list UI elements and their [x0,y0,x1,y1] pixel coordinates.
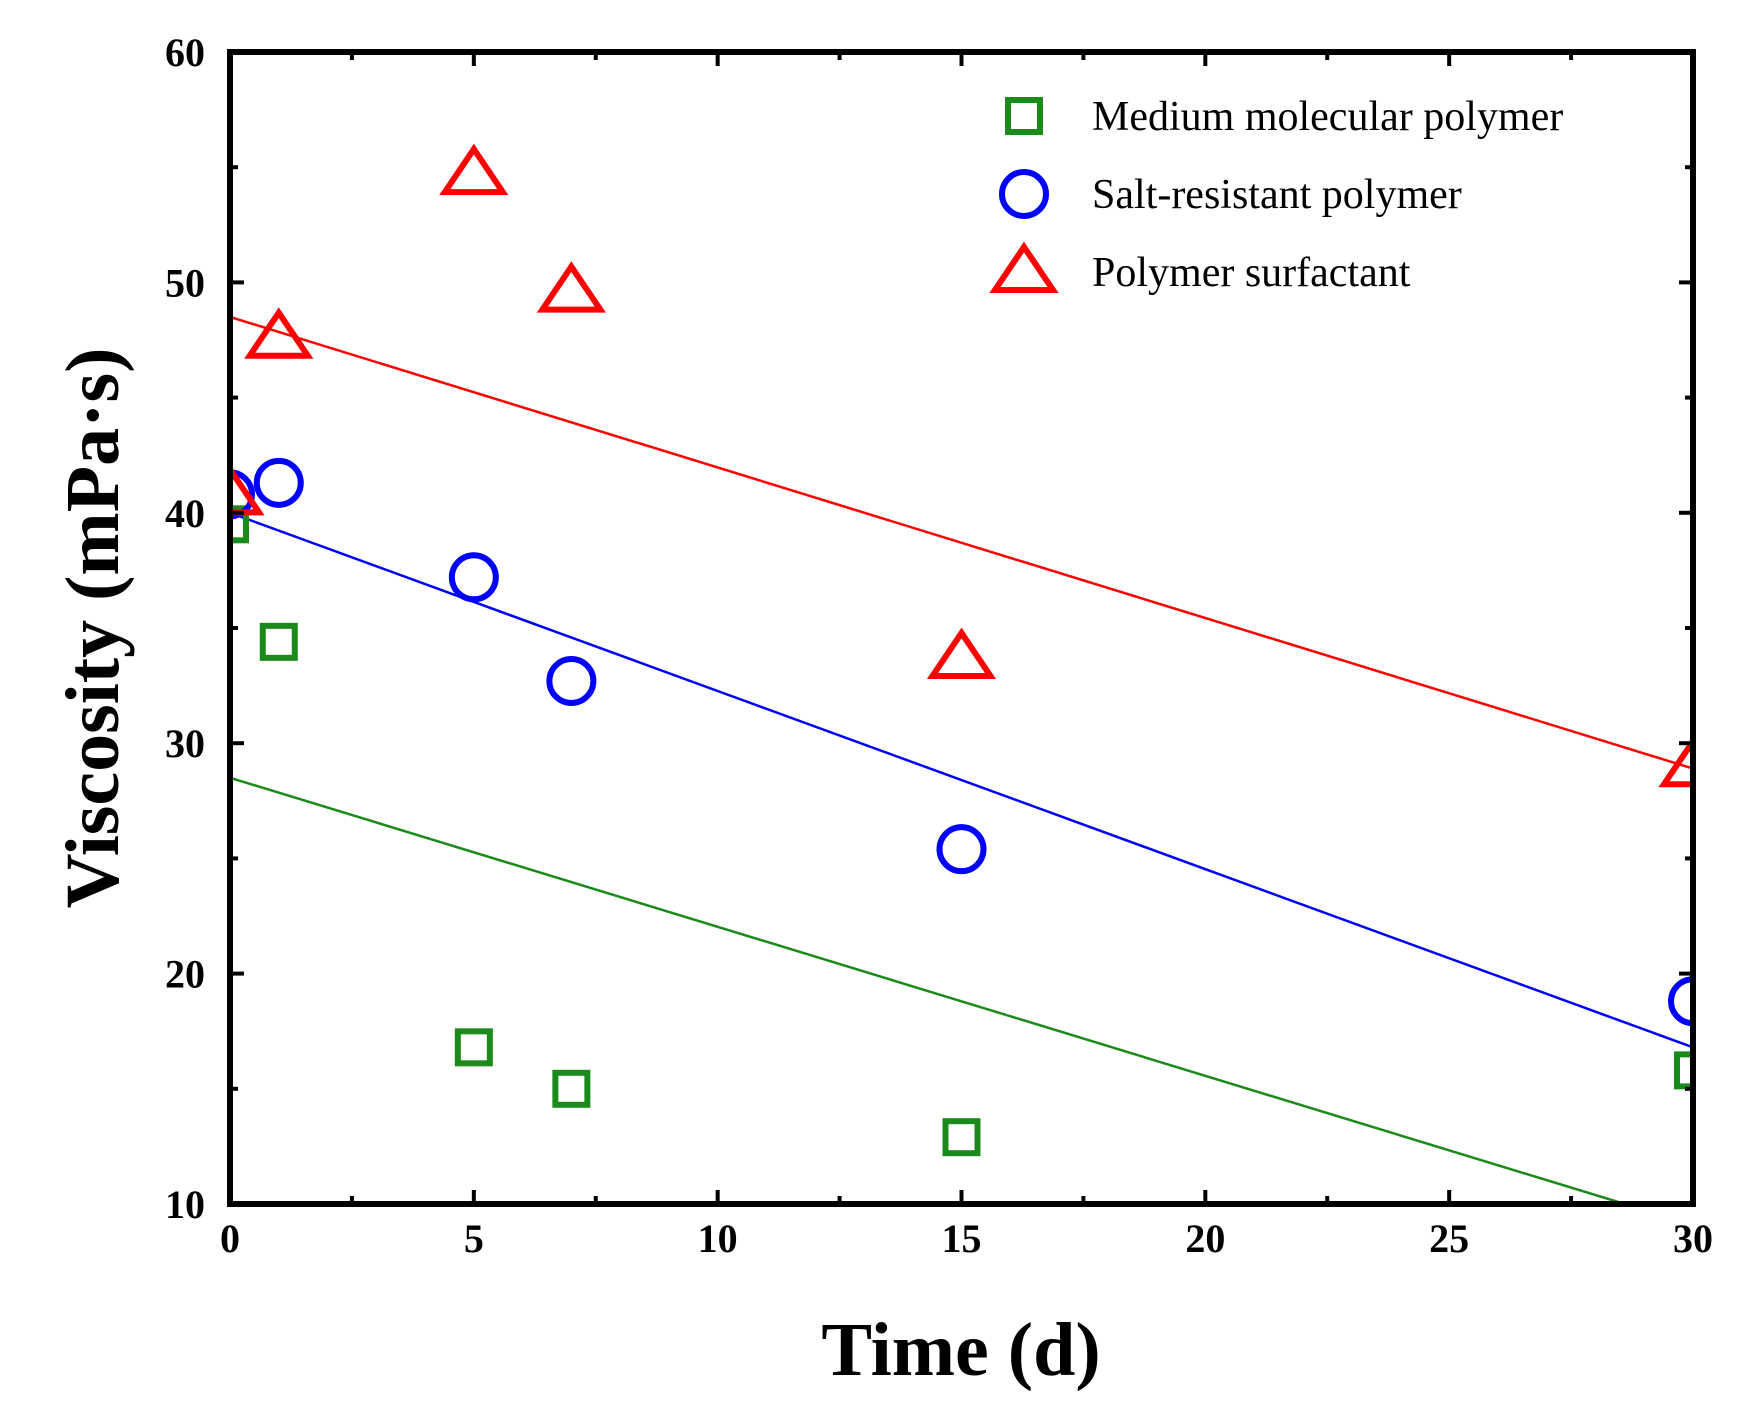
legend-label: Salt-resistant polymer [1092,172,1462,218]
legend-label: Medium molecular polymer [1092,94,1563,140]
fit-line-square [230,776,1626,1204]
tick-labels: 0 5 10 15 20 25 30 10 20 30 40 50 60 [165,30,1713,1261]
fit-line-triangle [230,315,1693,770]
circle-point-0 [230,469,255,520]
square-point-5 [1674,1051,1693,1090]
x-tick-label: 15 [942,1216,982,1261]
x-axis-title: Time (d) [821,1308,1100,1392]
y-tick-label: 10 [165,1182,205,1227]
data-points [230,143,1693,1157]
square-point-0 [230,505,249,544]
fit-line-circle [230,511,1693,1049]
legend-square-icon [1005,97,1043,135]
x-tick-label: 0 [220,1216,240,1261]
circle-point-3 [546,655,597,706]
square-point-4 [942,1118,981,1157]
triangle-point-2 [439,143,509,196]
circle-point-4 [936,824,987,875]
triangle-point-4 [926,627,997,679]
square-point-2 [454,1028,493,1067]
square-point-3 [552,1069,591,1108]
square-point-1 [259,622,298,661]
y-tick-label: 40 [165,491,205,536]
circle-point-5 [1668,976,1693,1027]
circle-point-1 [253,457,304,508]
axis-ticks [228,50,1695,1206]
x-tick-label: 20 [1185,1216,1225,1261]
x-tick-label: 25 [1429,1216,1469,1261]
x-tick-label: 5 [464,1216,484,1261]
legend: Medium molecular polymer Salt-resistant p… [989,94,1563,296]
y-tick-label: 50 [165,260,205,305]
x-tick-label: 30 [1673,1216,1713,1261]
y-axis-title: Viscosity (mPa·s) [51,348,135,909]
y-tick-label: 20 [165,952,205,997]
triangle-point-1 [244,307,314,359]
legend-label: Polymer surfactant [1092,250,1411,296]
fit-lines [230,315,1693,1204]
circle-point-2 [448,552,499,603]
y-tick-label: 60 [165,30,205,75]
y-tick-label: 30 [165,721,205,766]
legend-circle-icon [999,169,1049,219]
legend-triangle-icon [989,241,1059,293]
x-tick-label: 10 [698,1216,738,1261]
triangle-point-3 [536,261,607,313]
triangle-point-0 [230,464,265,516]
triangle-point-5 [1658,735,1693,788]
